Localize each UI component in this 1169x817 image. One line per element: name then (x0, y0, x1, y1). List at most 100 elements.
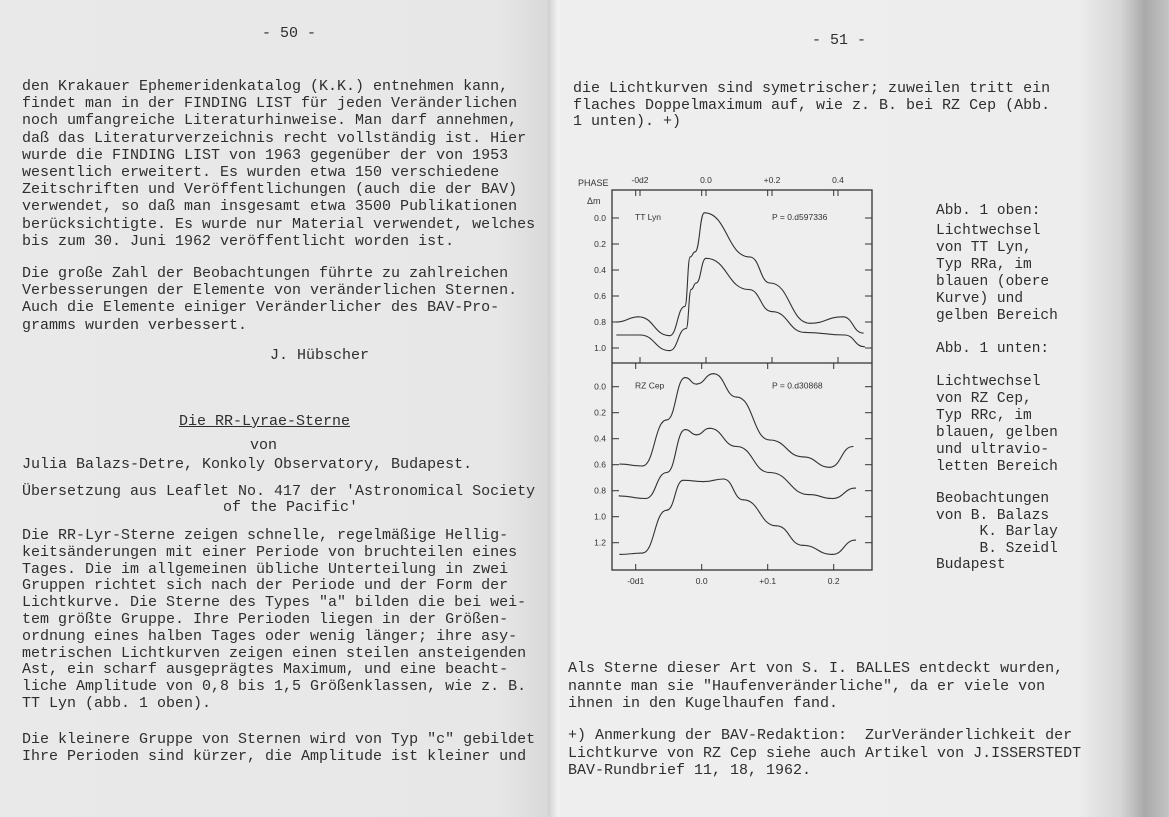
caption-line: Kurve) und (936, 291, 1024, 307)
text-line: bis zum 30. Juni 1962 veröffentlicht wor… (22, 232, 455, 250)
light-curve-point (666, 471, 668, 474)
light-curve-point (769, 471, 771, 474)
text-line: metrischen Lichtkurven zeigen einen stei… (22, 644, 527, 662)
y-tick-label: 0.4 (594, 434, 606, 444)
text-line: verwendet, so daß man insgesamt etwa 350… (22, 198, 518, 216)
text-line: noch umfangreiche Literaturhinweise. Man… (22, 112, 518, 130)
y-tick-label: 1.0 (594, 512, 606, 522)
text-line: tem größte Gruppe. Ihre Perioden liegen … (22, 611, 509, 628)
caption-line: Beobachtungen (936, 491, 1050, 507)
caption-line: letten Bereich (936, 459, 1058, 475)
y-tick-label: 0.6 (594, 460, 606, 470)
light-curve-point (695, 383, 698, 385)
light-curve-line (616, 212, 864, 337)
light-curve-point (769, 282, 771, 284)
left-page (0, 0, 552, 817)
period-label: P = 0.d30868 (772, 381, 823, 391)
caption-line: von B. Balazs (936, 507, 1050, 524)
light-curve-point (695, 434, 698, 436)
light-curve-point (712, 373, 715, 375)
text-line: flaches Doppelmaximum auf, wie z. B. bei… (573, 96, 1051, 114)
y-axis-label: Δm (587, 196, 601, 206)
footnote-line: Lichtkurve von RZ Cep siehe auch Artikel… (568, 744, 1082, 762)
y-tick-label: 1.0 (594, 343, 606, 353)
star-label: TT Lyn (635, 212, 661, 222)
light-curve-point (736, 396, 738, 398)
light-curve-point (748, 288, 750, 291)
y-tick-label: 1.2 (594, 538, 606, 548)
y-tick-label: 0.0 (594, 213, 606, 223)
x-tick-label: -0d2 (631, 175, 648, 185)
text-line: Auch die Elemente einiger Veränderlicher… (22, 299, 500, 317)
footnote-line: +) Anmerkung der BAV-Redaktion: ZurVerän… (568, 727, 1073, 744)
light-curve-point (705, 257, 707, 259)
caption-line: Lichtwechsel (936, 223, 1041, 239)
caption-line: Typ RRa, im (936, 257, 1032, 273)
y-tick-label: 0.6 (594, 291, 606, 301)
text-line: den Krakauer Ephemeridenkatalog (K.K.) e… (22, 78, 509, 95)
caption-line: B. Szeidl (936, 540, 1058, 557)
text-line: Lichtkurve. Die Sterne des Types "a" bil… (22, 594, 527, 612)
text-line: nannte man sie "Haufenveränderliche", da… (568, 677, 1046, 695)
text-line: Die große Zahl der Beobachtungen führte … (22, 265, 509, 282)
caption-line: Budapest (936, 557, 1006, 574)
light-curve-point (616, 321, 618, 323)
light-curve-point (641, 552, 643, 554)
light-curve-line (619, 478, 856, 555)
y-tick-label: 0.8 (594, 486, 606, 496)
text-line: gramms wurden verbessert. (22, 316, 248, 334)
translation-note-line: of the Pacific' (223, 499, 359, 516)
light-curve-point (769, 439, 771, 441)
light-curve-point (619, 463, 621, 465)
text-line: daß das Literaturverzeichnis recht volls… (22, 129, 527, 147)
light-curve-point (844, 334, 846, 336)
figure-frame (611, 189, 873, 571)
light-curve-point (709, 427, 711, 429)
text-line: Die kleinere Gruppe von Sternen wird von… (22, 731, 536, 748)
text-line: ordnung eines halben Tages oder wenig lä… (22, 627, 518, 645)
author: Julia Balazs-Detre, Konkoly Observatory,… (22, 456, 473, 473)
text-line: Verbesserungen der Elemente von veränder… (22, 282, 518, 300)
caption-line: Typ RRc, im (936, 408, 1032, 424)
light-curve-point (842, 316, 844, 318)
light-curve-point (669, 335, 671, 337)
x-tick-label: +0.2 (764, 175, 781, 185)
text-line: Ihre Perioden sind kürzer, die Amplitude… (22, 748, 527, 766)
caption-line: Lichtwechsel (936, 374, 1041, 390)
light-curve-point (703, 212, 705, 214)
light-curve-point (666, 509, 668, 511)
x-tick-label: 0.4 (832, 175, 844, 185)
light-curve-point (802, 456, 804, 458)
light-curve-point (809, 322, 811, 324)
light-curve-point (771, 311, 773, 313)
text-line: Zeitschriften und Veröffentlichungen (au… (22, 181, 518, 199)
light-curve-point (684, 305, 686, 307)
light-curve-point (862, 332, 864, 334)
text-line: Die RR-Lyr-Sterne zeigen schnelle, regel… (22, 527, 509, 544)
x-tick-label: -0d1 (627, 576, 644, 586)
text-line: die Lichtkurven sind symetrischer; zuwei… (573, 80, 1051, 97)
light-curve-point (854, 539, 857, 541)
light-curve-line (616, 257, 865, 352)
caption-heading: Abb. 1 unten: (936, 341, 1050, 357)
text-line: liche Amplitude von 0,8 bis 1,5 Größenkl… (22, 678, 527, 696)
y-tick-label: 0.2 (594, 239, 606, 249)
light-curve-point (742, 499, 744, 501)
light-curve-point (619, 553, 621, 555)
light-curve-point (682, 479, 684, 481)
light-curve-point (637, 316, 639, 318)
page-number: - 51 - (812, 32, 867, 49)
text-line: wurde die FINDING LIST von 1963 gegenübe… (22, 146, 509, 164)
text-line: Als Sterne dieser Art von S. I. BALLES e… (568, 660, 1064, 677)
y-tick-label: 0.0 (594, 382, 606, 392)
light-curve-point (639, 334, 641, 336)
star-label: RZ Cep (635, 381, 665, 391)
text-line: 1 unten). +) (573, 113, 682, 130)
light-curve-point (694, 251, 696, 253)
light-curve-point (669, 350, 671, 352)
light-curve-line (619, 427, 856, 500)
light-curve-point (690, 288, 692, 291)
x-tick-label: 0.0 (700, 175, 712, 185)
page-number: - 50 - (262, 25, 317, 42)
x-tick-label: +0.1 (759, 576, 776, 586)
